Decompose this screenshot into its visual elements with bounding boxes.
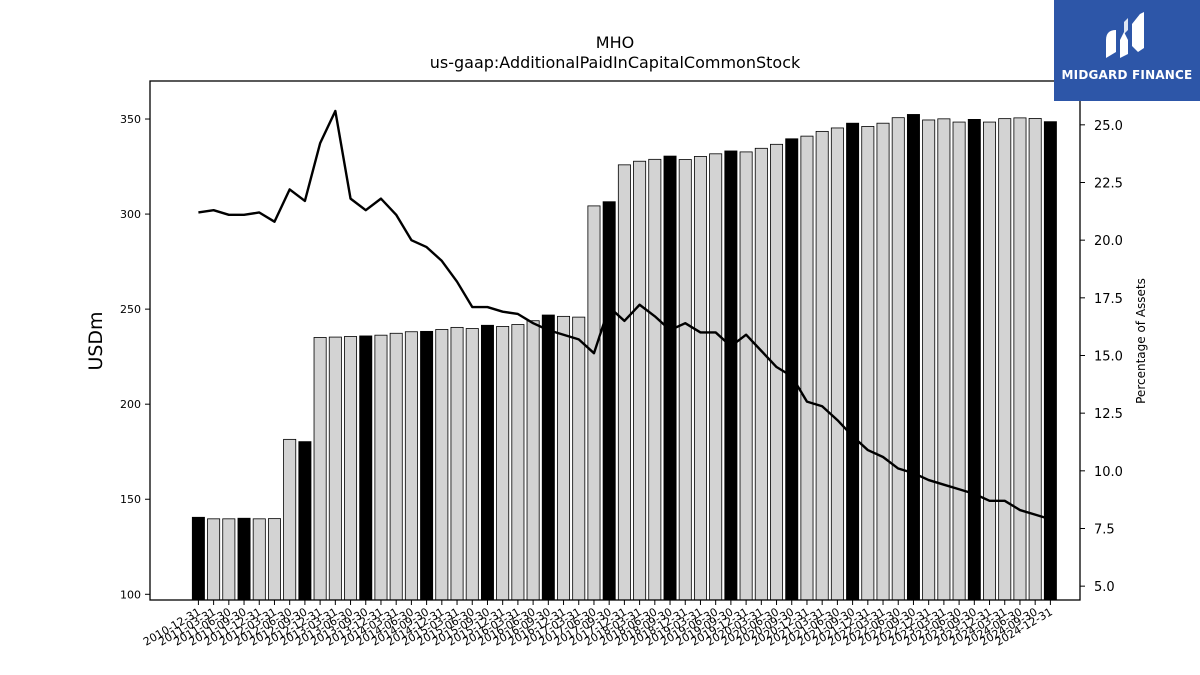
bar-2012-12-31 — [313, 337, 327, 601]
bar-2024-12-31 — [1043, 121, 1057, 601]
bar-2021-12-31 — [861, 126, 875, 601]
bar-2014-06-30 — [404, 331, 418, 601]
bar-2010-12-31 — [191, 516, 205, 601]
bar-2023-12-31 — [983, 121, 997, 601]
bar-2022-06-30 — [891, 117, 905, 601]
bar-2020-03-31 — [754, 147, 768, 601]
bar-2013-12-31 — [374, 334, 388, 601]
y-tick-label: 200 — [120, 398, 141, 411]
brand-logo: MIDGARD FINANCE — [1054, 0, 1200, 101]
y2-tick-label: 17.5 — [1094, 292, 1123, 307]
bar-2015-12-31 — [496, 326, 510, 601]
plot-frame — [149, 80, 1081, 601]
bar-2015-06-30 — [465, 328, 479, 601]
bar-2022-12-31 — [922, 119, 936, 601]
bar-2021-03-31 — [815, 130, 829, 601]
bar-2012-03-31 — [267, 518, 281, 601]
bar-2024-03-31 — [998, 118, 1012, 601]
line-group — [198, 109, 1051, 521]
x-axis: 2010-12-312011-03-312011-06-302011-09-30… — [141, 600, 1055, 649]
bar-2018-03-31 — [633, 160, 647, 601]
bar-2020-06-30 — [770, 143, 784, 601]
bar-2024-06-30 — [1013, 117, 1027, 601]
bar-2015-09-30 — [480, 324, 494, 601]
y2-tick-label: 5.0 — [1094, 580, 1115, 595]
chart-subtitle: us-gaap:AdditionalPaidInCapitalCommonSto… — [430, 53, 801, 72]
y2-tick-label: 12.5 — [1094, 407, 1123, 422]
y2-axis-label: Percentage of Assets — [1134, 278, 1148, 404]
bar-2011-06-30 — [222, 518, 236, 601]
bar-2017-12-31 — [617, 164, 631, 601]
y2-tick-label: 22.5 — [1094, 176, 1123, 191]
bar-2020-09-30 — [785, 138, 799, 601]
bar-group — [191, 114, 1057, 601]
chart-title: MHO — [596, 33, 634, 52]
bar-2019-06-30 — [709, 153, 723, 601]
bar-2011-03-31 — [207, 518, 221, 601]
bar-2013-09-30 — [359, 335, 373, 601]
bar-2016-12-31 — [557, 315, 571, 601]
y-tick-label: 250 — [120, 303, 141, 316]
bar-2012-09-30 — [298, 441, 312, 601]
bar-2014-12-31 — [435, 329, 449, 601]
bar-2016-09-30 — [541, 314, 555, 601]
logo-text: MIDGARD FINANCE — [1061, 68, 1193, 82]
y-tick-label: 350 — [120, 113, 141, 126]
bar-2012-06-30 — [283, 438, 297, 601]
bar-2021-06-30 — [830, 127, 844, 601]
y2-tick-label: 25.0 — [1094, 119, 1123, 134]
bar-2023-06-30 — [952, 121, 966, 601]
bar-2014-03-31 — [389, 332, 403, 601]
bar-2017-03-31 — [572, 316, 586, 601]
bar-2013-06-30 — [344, 336, 358, 601]
bar-2023-09-30 — [967, 119, 981, 601]
bar-2017-06-30 — [587, 205, 601, 601]
bar-2019-09-30 — [724, 150, 738, 601]
bar-2023-03-31 — [937, 118, 951, 601]
bar-2016-06-30 — [526, 320, 540, 601]
logo-mark-icon — [1106, 12, 1144, 58]
bar-2021-09-30 — [846, 122, 860, 601]
left-axis: 100 150 200 250 300 350 — [120, 113, 150, 601]
bar-2018-12-31 — [678, 159, 692, 601]
bar-2011-09-30 — [237, 517, 251, 601]
y-tick-label: 100 — [120, 588, 141, 601]
percentage-line — [198, 109, 1051, 521]
bar-2024-09-30 — [1028, 118, 1042, 601]
bar-2016-03-31 — [511, 324, 525, 601]
bar-2018-06-30 — [648, 158, 662, 601]
right-axis: 5.0 7.5 10.0 12.5 15.0 17.5 20.0 22.5 25.0 — [1080, 119, 1123, 595]
bar-2020-12-31 — [800, 135, 814, 601]
y-tick-label: 300 — [120, 208, 141, 221]
bar-2019-12-31 — [739, 151, 753, 601]
bar-2018-09-30 — [663, 155, 677, 601]
bar-2022-09-30 — [906, 114, 920, 601]
bar-2022-03-31 — [876, 122, 890, 601]
y-tick-label: 150 — [120, 493, 141, 506]
y2-tick-label: 15.0 — [1094, 349, 1123, 364]
y-axis-label: USDm — [85, 311, 107, 370]
bar-2019-03-31 — [693, 156, 707, 601]
y2-tick-label: 20.0 — [1094, 234, 1123, 249]
y2-tick-label: 10.0 — [1094, 465, 1123, 480]
bar-2013-03-31 — [328, 336, 342, 601]
y2-tick-label: 7.5 — [1094, 522, 1115, 537]
bar-2015-03-31 — [450, 326, 464, 601]
bar-2011-12-31 — [252, 518, 266, 601]
bar-2017-09-30 — [602, 201, 616, 601]
bar-2014-09-30 — [420, 330, 434, 601]
